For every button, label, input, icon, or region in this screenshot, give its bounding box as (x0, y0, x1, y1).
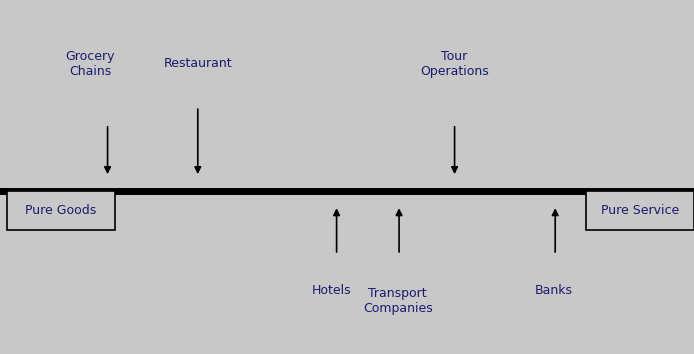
Text: Tour
Operations: Tour Operations (420, 50, 489, 78)
Text: Banks: Banks (535, 284, 573, 297)
Text: Pure Service: Pure Service (601, 204, 679, 217)
FancyBboxPatch shape (586, 191, 694, 230)
Text: Transport
Companies: Transport Companies (363, 287, 432, 315)
Text: Hotels: Hotels (312, 284, 352, 297)
FancyBboxPatch shape (7, 191, 115, 230)
Text: Grocery
Chains: Grocery Chains (65, 50, 115, 78)
Text: Pure Goods: Pure Goods (25, 204, 96, 217)
Text: Restaurant: Restaurant (164, 57, 232, 70)
